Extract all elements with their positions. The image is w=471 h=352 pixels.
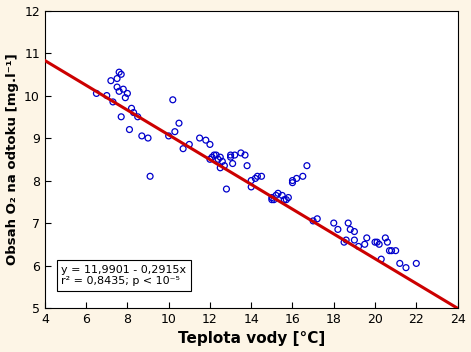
- Point: [120, 86, 127, 92]
- Point: [303, 163, 311, 169]
- Point: [392, 248, 399, 253]
- Point: [115, 69, 123, 75]
- Point: [179, 146, 187, 151]
- Point: [134, 114, 141, 120]
- Point: [274, 190, 282, 196]
- Point: [413, 260, 420, 266]
- Point: [375, 241, 383, 247]
- Point: [293, 176, 300, 181]
- Point: [396, 260, 404, 266]
- Point: [314, 216, 321, 222]
- Point: [244, 163, 251, 169]
- Point: [247, 178, 255, 183]
- Point: [377, 256, 385, 262]
- Point: [284, 195, 292, 200]
- Point: [382, 235, 389, 241]
- Point: [280, 197, 288, 202]
- Point: [283, 197, 290, 202]
- Point: [237, 150, 244, 156]
- Point: [206, 157, 214, 162]
- Point: [347, 227, 354, 232]
- Point: [123, 90, 131, 96]
- Point: [217, 154, 224, 160]
- Point: [93, 90, 100, 96]
- Point: [289, 180, 296, 186]
- Point: [402, 265, 410, 270]
- Point: [130, 110, 138, 115]
- Point: [384, 239, 391, 245]
- Point: [344, 220, 352, 226]
- Point: [252, 176, 259, 181]
- Point: [341, 239, 348, 245]
- Point: [363, 235, 371, 241]
- Point: [138, 133, 146, 139]
- Point: [208, 154, 216, 160]
- Point: [258, 174, 265, 179]
- Point: [109, 99, 117, 105]
- Point: [114, 76, 121, 81]
- X-axis label: Teplota vody [°C]: Teplota vody [°C]: [178, 332, 325, 346]
- Point: [388, 248, 395, 253]
- Point: [114, 84, 121, 90]
- Point: [299, 174, 307, 179]
- Point: [144, 135, 152, 141]
- Point: [355, 244, 362, 249]
- Point: [107, 78, 114, 83]
- Point: [219, 159, 226, 164]
- Point: [334, 227, 341, 232]
- Point: [175, 120, 183, 126]
- Point: [231, 152, 238, 158]
- Point: [342, 237, 350, 243]
- Point: [371, 239, 379, 245]
- Point: [117, 114, 125, 120]
- Point: [212, 152, 220, 158]
- Point: [103, 93, 111, 98]
- Point: [122, 95, 129, 100]
- Y-axis label: Obsah O₂ na odtoku [mg.l⁻¹]: Obsah O₂ na odtoku [mg.l⁻¹]: [6, 54, 18, 265]
- Point: [210, 152, 218, 158]
- Point: [289, 178, 296, 183]
- Point: [169, 97, 177, 103]
- Point: [350, 237, 358, 243]
- Point: [165, 133, 172, 139]
- Point: [227, 152, 235, 158]
- Point: [253, 174, 261, 179]
- Point: [361, 241, 368, 247]
- Point: [220, 163, 228, 169]
- Point: [214, 157, 222, 162]
- Point: [223, 186, 230, 192]
- Point: [270, 197, 278, 202]
- Point: [196, 135, 203, 141]
- Point: [117, 71, 125, 77]
- Point: [268, 197, 276, 202]
- Point: [229, 161, 236, 166]
- Point: [350, 229, 358, 234]
- Point: [126, 127, 133, 132]
- Point: [206, 142, 214, 147]
- Point: [374, 239, 381, 245]
- Point: [278, 193, 286, 198]
- Text: y = 11,9901 - 0,2915x
r² = 0,8435; p < 10⁻⁵: y = 11,9901 - 0,2915x r² = 0,8435; p < 1…: [61, 265, 187, 287]
- Point: [386, 248, 393, 253]
- Point: [241, 152, 249, 158]
- Point: [171, 129, 179, 134]
- Point: [268, 195, 276, 200]
- Point: [202, 137, 210, 143]
- Point: [128, 106, 135, 111]
- Point: [247, 184, 255, 190]
- Point: [115, 88, 123, 94]
- Point: [186, 142, 193, 147]
- Point: [217, 165, 224, 171]
- Point: [146, 174, 154, 179]
- Point: [309, 218, 317, 224]
- Point: [330, 220, 338, 226]
- Point: [227, 154, 235, 160]
- Point: [272, 193, 280, 198]
